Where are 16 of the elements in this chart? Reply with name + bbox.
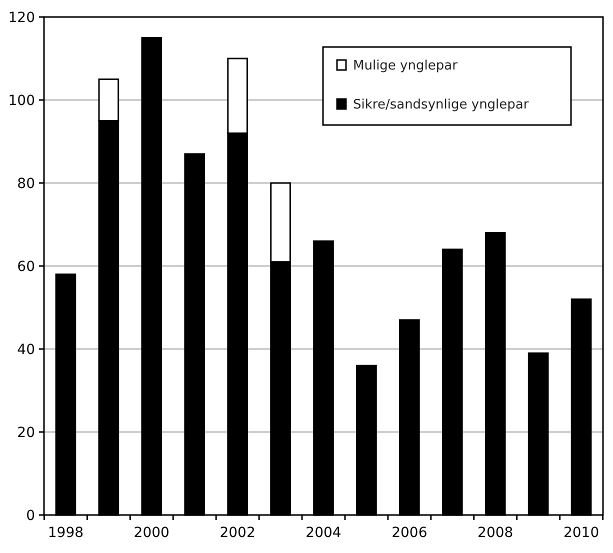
legend-label: Sikre/sandsynlige ynglepar	[353, 98, 530, 113]
y-tick-label: 100	[8, 92, 35, 109]
y-tick-label: 80	[17, 176, 35, 192]
x-tick-label: 2002	[220, 525, 256, 541]
y-tick-label: 0	[26, 508, 35, 524]
legend-label: Mulige ynglepar	[353, 58, 458, 74]
x-tick-label: 2006	[392, 525, 428, 541]
x-tick-label: 2010	[563, 525, 600, 541]
y-tick-label: 40	[17, 342, 35, 358]
y-tick-label: 20	[17, 424, 35, 441]
y-tick-label: 120	[8, 10, 35, 26]
x-tick-label: 2000	[134, 525, 170, 541]
x-tick-label: 2008	[478, 525, 514, 541]
x-tick-label: 2004	[306, 525, 342, 541]
x-tick-label: 1998	[48, 525, 84, 541]
y-tick-label: 60	[17, 258, 35, 275]
